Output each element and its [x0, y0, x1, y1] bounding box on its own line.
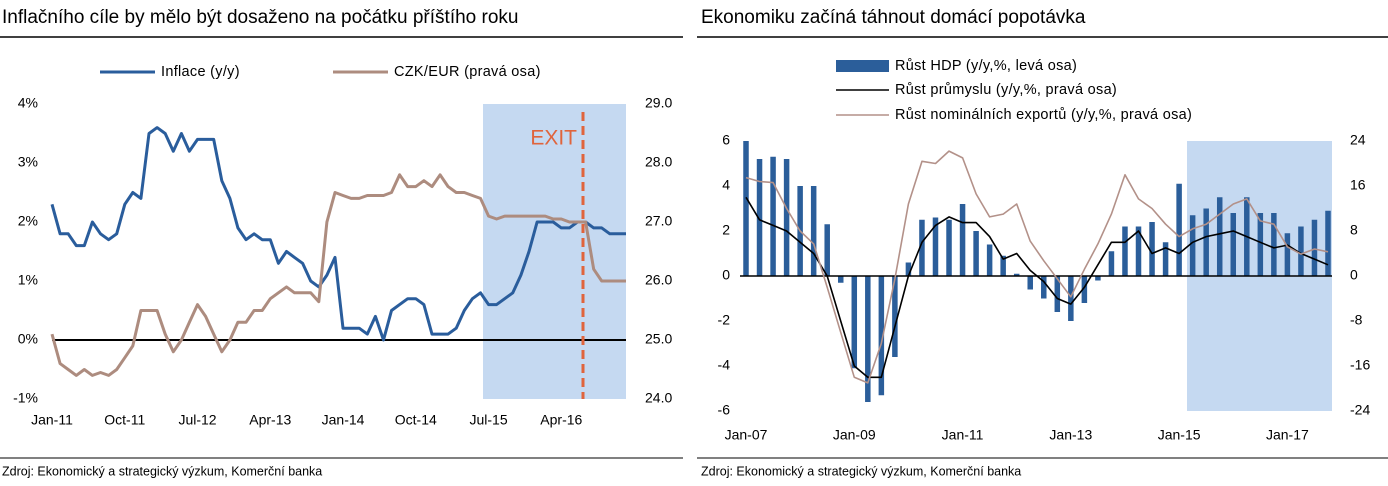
bar — [1325, 210, 1331, 276]
x-tick-label: Jan-13 — [1049, 427, 1092, 443]
bar — [783, 159, 790, 276]
line-series — [745, 150, 1329, 384]
annotation: EXIT — [530, 127, 577, 150]
source: Zdroj: Ekonomický a strategický výzkum, … — [701, 464, 1021, 478]
y-tick-label: -1% — [13, 390, 38, 406]
bar — [837, 276, 844, 283]
legend-label: Růst HDP (y/y,%, levá osa) — [895, 58, 1077, 74]
bar — [1298, 226, 1304, 276]
y2-tick-label: 16 — [1350, 177, 1366, 193]
bar — [892, 276, 898, 357]
x-tick-label: Jan-11 — [942, 427, 984, 443]
bar — [1257, 213, 1264, 276]
x-tick-label: Jul-15 — [469, 412, 507, 428]
bar — [1041, 276, 1047, 299]
bar — [770, 156, 776, 276]
bar — [1108, 251, 1115, 276]
bar — [1216, 197, 1223, 276]
x-tick-label: Apr-13 — [249, 412, 291, 428]
y-tick-label: 4% — [18, 95, 38, 111]
bar — [851, 276, 858, 369]
y-tick-label: 0% — [18, 331, 38, 347]
y-tick-label: 6 — [722, 132, 730, 148]
bar — [1054, 276, 1061, 312]
bar — [1000, 255, 1006, 276]
x-tick-label: Oct-14 — [395, 412, 437, 428]
bar — [878, 276, 885, 396]
y-tick-label: 1% — [18, 272, 38, 288]
bar — [959, 204, 966, 276]
y2-tick-label: 26.0 — [645, 272, 672, 288]
bar — [973, 231, 979, 276]
bar — [1135, 226, 1142, 276]
y2-tick-label: -24 — [1350, 402, 1370, 418]
bar — [1027, 276, 1033, 290]
bar — [1122, 226, 1128, 276]
bar — [1176, 183, 1182, 276]
y2-tick-label: 0 — [1350, 267, 1358, 283]
bar — [1284, 233, 1291, 276]
bar — [1081, 276, 1088, 303]
bar — [865, 276, 871, 402]
x-tick-label: Jan-07 — [725, 427, 768, 443]
bar — [946, 219, 952, 276]
bar — [1162, 242, 1169, 276]
bar — [986, 244, 993, 276]
bar — [1068, 276, 1074, 321]
x-tick-label: Jan-14 — [322, 412, 365, 428]
x-tick-label: Jan-15 — [1158, 427, 1201, 443]
line-series — [50, 173, 626, 377]
y2-tick-label: 29.0 — [645, 95, 672, 111]
chart-title: Ekonomiku začíná táhnout domácí popotávk… — [701, 7, 1086, 28]
line-series — [745, 196, 1329, 379]
y-tick-label: 4 — [722, 177, 730, 193]
x-tick-label: Jan-17 — [1266, 427, 1309, 443]
y2-tick-label: 25.0 — [645, 331, 672, 347]
bar — [756, 159, 763, 276]
bar — [919, 219, 925, 276]
legend-label: Růst průmyslu (y/y,%, pravá osa) — [895, 82, 1117, 98]
bar — [1271, 213, 1277, 276]
bar — [932, 217, 939, 276]
y2-tick-label: 8 — [1350, 222, 1358, 238]
y-tick-label: 2 — [722, 222, 730, 238]
bar — [743, 141, 749, 276]
bar — [1230, 213, 1237, 276]
bar — [1095, 276, 1101, 281]
y-tick-label: -4 — [718, 357, 731, 373]
bar — [905, 262, 912, 276]
bar — [1149, 222, 1155, 276]
y2-tick-label: 24 — [1350, 132, 1366, 148]
x-tick-label: Jul-12 — [178, 412, 216, 428]
chart-title: Inflačního cíle by mělo být dosaženo na … — [2, 7, 518, 28]
bar — [1203, 208, 1209, 276]
bar — [810, 186, 817, 276]
x-tick-label: Jan-09 — [833, 427, 876, 443]
y2-tick-label: -8 — [1350, 312, 1363, 328]
x-tick-label: Jan-11 — [31, 412, 73, 428]
bar — [1189, 215, 1196, 276]
y-tick-label: -6 — [718, 402, 731, 418]
line-series — [50, 126, 626, 342]
source: Zdroj: Ekonomický a strategický výzkum, … — [2, 464, 322, 478]
legend-label: Inflace (y/y) — [161, 64, 240, 80]
y-tick-label: 0 — [722, 267, 730, 283]
legend-swatch — [836, 60, 889, 72]
y-tick-label: 2% — [18, 213, 38, 229]
bar — [1311, 219, 1318, 276]
y2-tick-label: 28.0 — [645, 154, 672, 170]
x-tick-label: Apr-16 — [540, 412, 582, 428]
x-tick-label: Oct-11 — [104, 412, 145, 428]
y2-tick-label: 27.0 — [645, 213, 672, 229]
y-tick-label: -2 — [718, 312, 731, 328]
y2-tick-label: 24.0 — [645, 390, 672, 406]
legend-label: CZK/EUR (pravá osa) — [394, 64, 541, 80]
bar — [824, 224, 830, 276]
y2-tick-label: -16 — [1350, 357, 1370, 373]
y-tick-label: 3% — [18, 154, 38, 170]
bar — [1013, 273, 1020, 276]
legend-label: Růst nominálních exportů (y/y,%, pravá o… — [895, 107, 1192, 123]
shaded-region — [483, 104, 626, 399]
